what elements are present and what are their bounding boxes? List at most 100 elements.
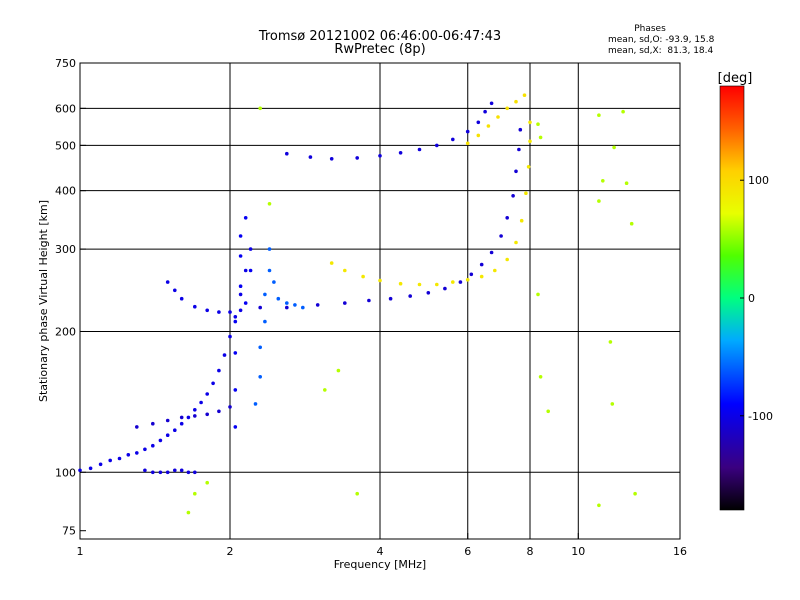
data-point: [417, 147, 422, 152]
data-point: [597, 503, 601, 508]
data-point: [143, 468, 147, 473]
data-point: [158, 470, 163, 475]
data-point: [336, 368, 341, 373]
data-point: [238, 308, 243, 313]
x-tick-label: 2: [227, 545, 234, 558]
data-point: [624, 181, 629, 185]
data-point: [308, 155, 313, 159]
data-point: [228, 334, 232, 339]
data-point: [499, 234, 503, 238]
chart-title: Tromsø 20121002 06:46:00-06:47:43: [258, 29, 501, 44]
data-point: [205, 412, 209, 417]
data-point: [267, 202, 272, 206]
data-point: [165, 280, 170, 284]
data-point: [597, 199, 601, 203]
data-point: [629, 221, 634, 226]
data-point: [408, 294, 413, 298]
data-point: [199, 400, 203, 405]
data-point: [285, 151, 289, 156]
data-point: [179, 468, 184, 473]
data-point: [267, 268, 272, 273]
series-4: [233, 216, 253, 429]
data-point: [217, 310, 221, 314]
data-point: [108, 458, 112, 463]
data-point: [193, 470, 197, 475]
data-point: [329, 261, 334, 265]
data-point: [483, 109, 487, 114]
data-point: [276, 296, 281, 301]
data-point: [238, 284, 243, 289]
x-tick-label: 4: [377, 545, 384, 558]
data-point: [126, 453, 131, 457]
data-point: [293, 303, 297, 307]
data-point: [361, 274, 365, 279]
data-point: [517, 147, 521, 152]
data-point: [608, 340, 613, 344]
data-point: [538, 375, 543, 379]
data-point: [186, 415, 191, 420]
x-tick-label: 16: [673, 545, 687, 558]
chart-subtitle: RwPretec (8p): [334, 42, 425, 57]
data-point: [519, 218, 524, 223]
y-tick-label: 200: [55, 325, 76, 338]
data-point: [228, 405, 232, 409]
data-point: [205, 392, 209, 396]
data-point: [514, 240, 518, 245]
data-point: [179, 421, 184, 426]
data-point: [243, 216, 248, 220]
data-point: [451, 137, 455, 142]
data-point: [367, 298, 371, 303]
data-point: [610, 402, 615, 406]
series-8: [285, 101, 494, 161]
data-point: [165, 470, 170, 475]
x-tick-label: 8: [527, 545, 534, 558]
data-point: [465, 278, 470, 282]
data-point: [343, 268, 347, 273]
data-point: [612, 145, 616, 150]
data-point: [601, 179, 605, 183]
data-point: [388, 296, 393, 301]
data-point: [323, 388, 327, 392]
data-point: [524, 191, 528, 195]
data-point: [536, 122, 540, 126]
data-point: [272, 280, 276, 284]
data-point: [355, 491, 360, 496]
y-tick-label: 750: [55, 57, 76, 70]
data-point: [476, 133, 481, 138]
data-point: [329, 157, 334, 161]
data-point: [505, 106, 510, 111]
x-tick-label: 6: [464, 545, 471, 558]
data-point: [417, 282, 422, 287]
y-tick-label: 75: [62, 525, 76, 538]
data-point: [243, 268, 248, 273]
data-point: [151, 470, 155, 475]
data-point: [217, 368, 221, 373]
data-point: [78, 468, 82, 473]
data-point: [258, 305, 263, 310]
data-point: [263, 319, 267, 324]
data-point: [179, 415, 184, 420]
data-point: [238, 234, 243, 238]
data-point: [398, 281, 403, 286]
data-point: [489, 101, 494, 106]
phase-stats-o: mean, sd,O: -93.9, 15.8: [608, 35, 715, 45]
data-point: [451, 280, 455, 284]
data-point: [285, 301, 289, 305]
data-point: [88, 466, 93, 471]
series-5: [253, 247, 305, 406]
data-point: [267, 247, 272, 251]
data-point: [151, 443, 155, 448]
data-point: [285, 305, 289, 310]
data-point: [205, 308, 209, 313]
data-point: [301, 305, 305, 310]
data-point: [486, 124, 491, 128]
data-point: [378, 154, 382, 158]
data-points: [78, 93, 637, 515]
data-point: [258, 375, 263, 379]
data-point: [528, 139, 532, 144]
x-tick-label: 1: [77, 545, 84, 558]
data-point: [135, 451, 139, 455]
data-point: [258, 106, 263, 111]
data-point: [217, 409, 221, 414]
x-axis-label: Frequency [MHz]: [334, 558, 426, 571]
